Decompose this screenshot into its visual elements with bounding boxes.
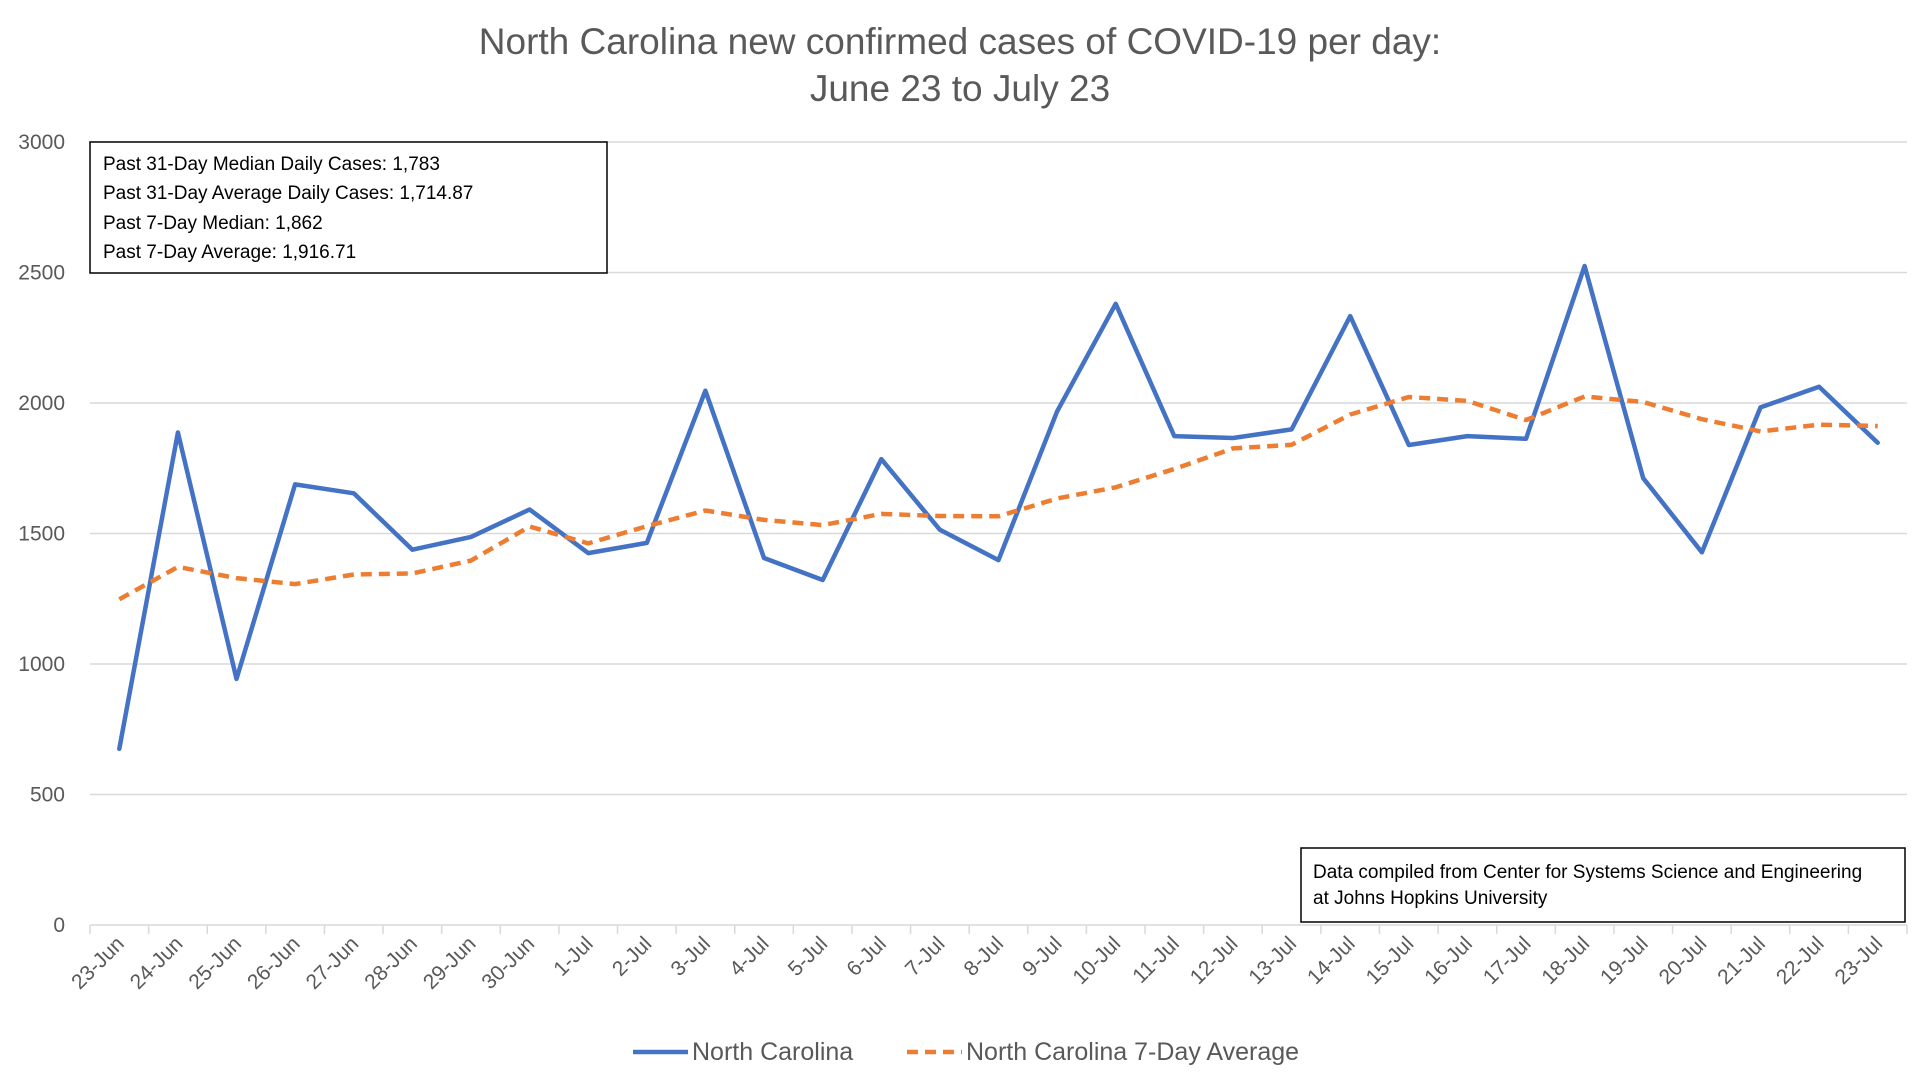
stats-box-frame: [89, 141, 608, 274]
x-tick-label: 5-Jul: [784, 932, 832, 980]
x-tick-label: 13-Jul: [1244, 932, 1301, 989]
chart-title: North Carolina new confirmed cases of CO…: [479, 21, 1441, 62]
x-tick-label: 7-Jul: [901, 932, 949, 980]
chart-subtitle: June 23 to July 23: [810, 68, 1110, 109]
x-tick-label: 29-Jun: [419, 932, 481, 994]
series-line-7-day-average: [118, 394, 1878, 602]
legend-label-7-day-average: North Carolina 7-Day Average: [966, 1038, 1299, 1066]
x-tick-label: 10-Jul: [1069, 932, 1126, 989]
x-tick-label: 23-Jun: [67, 932, 129, 994]
x-tick-label: 21-Jul: [1713, 932, 1770, 989]
y-tick-label: 0: [53, 914, 65, 937]
x-tick-label: 11-Jul: [1128, 932, 1184, 988]
x-tick-label: 28-Jun: [360, 932, 422, 994]
stats-line-1: Past 31-Day Median Daily Cases: 1,783: [103, 154, 440, 175]
y-tick-label: 2500: [18, 262, 65, 285]
x-tick-label: 4-Jul: [725, 932, 773, 980]
x-tick-label: 18-Jul: [1537, 932, 1594, 989]
x-tick-label: 26-Jun: [243, 932, 305, 994]
stats-line-2: Past 31-Day Average Daily Cases: 1,714.8…: [103, 183, 473, 204]
x-tick-label: 1-Jul: [549, 932, 597, 980]
x-tick-label: 25-Jun: [184, 932, 246, 994]
x-tick-label: 3-Jul: [667, 932, 715, 980]
legend: North Carolina North Carolina 7-Day Aver…: [633, 1038, 1299, 1066]
x-tick-label: 16-Jul: [1420, 932, 1477, 989]
x-tick-label: 17-Jul: [1479, 932, 1536, 989]
x-tick-label: 6-Jul: [842, 932, 890, 980]
x-tick-label: 24-Jun: [126, 932, 188, 994]
x-tick-label: 27-Jun: [302, 932, 364, 994]
stats-line-3: Past 7-Day Median: 1,862: [103, 213, 323, 234]
y-tick-label: 2000: [18, 392, 65, 415]
legend-label-north-carolina: North Carolina: [692, 1038, 853, 1066]
series-lines: [117, 263, 1880, 752]
y-tick-label: 1500: [18, 523, 65, 546]
x-tick-label: 2-Jul: [608, 932, 656, 980]
y-axis-ticks: 0 500 1000 1500 2000 2500 3000: [18, 131, 65, 937]
x-tick-label: 8-Jul: [960, 932, 1008, 980]
y-tick-label: 3000: [18, 131, 65, 154]
x-tick-label: 19-Jul: [1596, 932, 1653, 989]
y-tick-label: 1000: [18, 653, 65, 676]
x-tick-label: 30-Jun: [477, 932, 539, 994]
x-axis-ticks: 23-Jun24-Jun25-Jun26-Jun27-Jun28-Jun29-J…: [67, 925, 1908, 994]
x-tick-label: 12-Jul: [1186, 932, 1243, 989]
x-tick-label: 22-Jul: [1772, 932, 1829, 989]
x-tick-label: 14-Jul: [1303, 932, 1360, 989]
source-line-1: Data compiled from Center for Systems Sc…: [1313, 862, 1862, 883]
x-tick-label: 23-Jul: [1831, 932, 1888, 989]
source-line-2: at Johns Hopkins University: [1313, 888, 1548, 909]
x-tick-label: 15-Jul: [1362, 932, 1419, 989]
stats-box: Past 31-Day Median Daily Cases: 1,783 Pa…: [89, 141, 608, 274]
stats-line-4: Past 7-Day Average: 1,916.71: [103, 242, 356, 263]
x-tick-label: 20-Jul: [1655, 932, 1712, 989]
source-box-frame: [1300, 847, 1906, 923]
series-line-north-carolina: [117, 263, 1880, 752]
x-tick-label: 9-Jul: [1018, 932, 1066, 980]
source-box: Data compiled from Center for Systems Sc…: [1300, 847, 1906, 923]
y-tick-label: 500: [30, 784, 65, 807]
